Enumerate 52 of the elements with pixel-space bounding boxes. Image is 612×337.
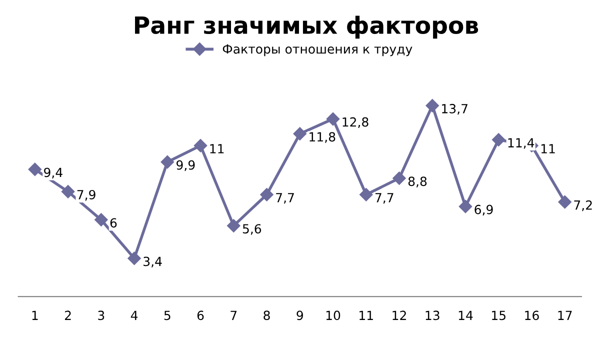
point xyxy=(194,139,208,152)
legend-label: Факторы отношения к труду xyxy=(222,44,412,56)
data-label: 7,7 xyxy=(375,193,394,204)
point xyxy=(260,188,274,202)
data-label: 9,9 xyxy=(176,160,195,172)
x-tick-label: 16 xyxy=(525,310,539,320)
x-tick-label: 11 xyxy=(360,310,373,320)
x-tick-label: 7 xyxy=(230,310,237,320)
data-label: 8,8 xyxy=(408,176,427,188)
x-tick-label: 4 xyxy=(130,310,138,320)
x-tick-label: 14 xyxy=(458,310,473,320)
point xyxy=(128,252,141,265)
data-label: 11,8 xyxy=(310,132,336,143)
x-tick-label: 12 xyxy=(392,310,406,320)
data-label: 3,4 xyxy=(144,256,162,268)
x-tick-label: 17 xyxy=(558,310,572,320)
data-label: 12,8 xyxy=(342,117,368,128)
data-label: 7,2 xyxy=(574,200,592,212)
x-tick-label: 15 xyxy=(492,310,506,320)
point xyxy=(227,219,240,232)
x-tick-label: 13 xyxy=(426,310,440,320)
point xyxy=(94,213,108,226)
point xyxy=(458,200,472,214)
data-label: 11,4 xyxy=(508,138,534,149)
x-tick-label: 10 xyxy=(326,310,340,320)
x-tick-label: 6 xyxy=(197,310,204,320)
data-label: 7,7 xyxy=(276,193,294,204)
x-tick-label: 3 xyxy=(98,310,104,320)
point xyxy=(61,185,75,198)
point xyxy=(360,188,373,202)
data-label: 13,7 xyxy=(442,104,468,115)
data-label: 9,4 xyxy=(44,168,62,178)
data-label: 6 xyxy=(110,218,117,228)
point xyxy=(558,195,572,209)
point xyxy=(492,133,506,146)
chart-title: Ранг значимых факторов xyxy=(135,16,478,39)
point xyxy=(326,112,340,126)
data-label: 6,9 xyxy=(474,204,493,216)
data-label: 11 xyxy=(541,144,555,154)
x-tick-label: 1 xyxy=(32,310,38,320)
point xyxy=(426,99,439,112)
data-label: 5,6 xyxy=(242,224,262,235)
data-label: 7,9 xyxy=(77,190,96,201)
point xyxy=(160,155,174,169)
point xyxy=(392,172,406,185)
x-tick-label: 5 xyxy=(164,310,170,320)
data-label: 11 xyxy=(210,144,224,154)
point xyxy=(293,127,306,140)
x-tick-label: 9 xyxy=(296,310,303,320)
x-tick-label: 8 xyxy=(264,310,270,320)
x-tick-label: 2 xyxy=(64,310,71,320)
point xyxy=(28,162,42,176)
